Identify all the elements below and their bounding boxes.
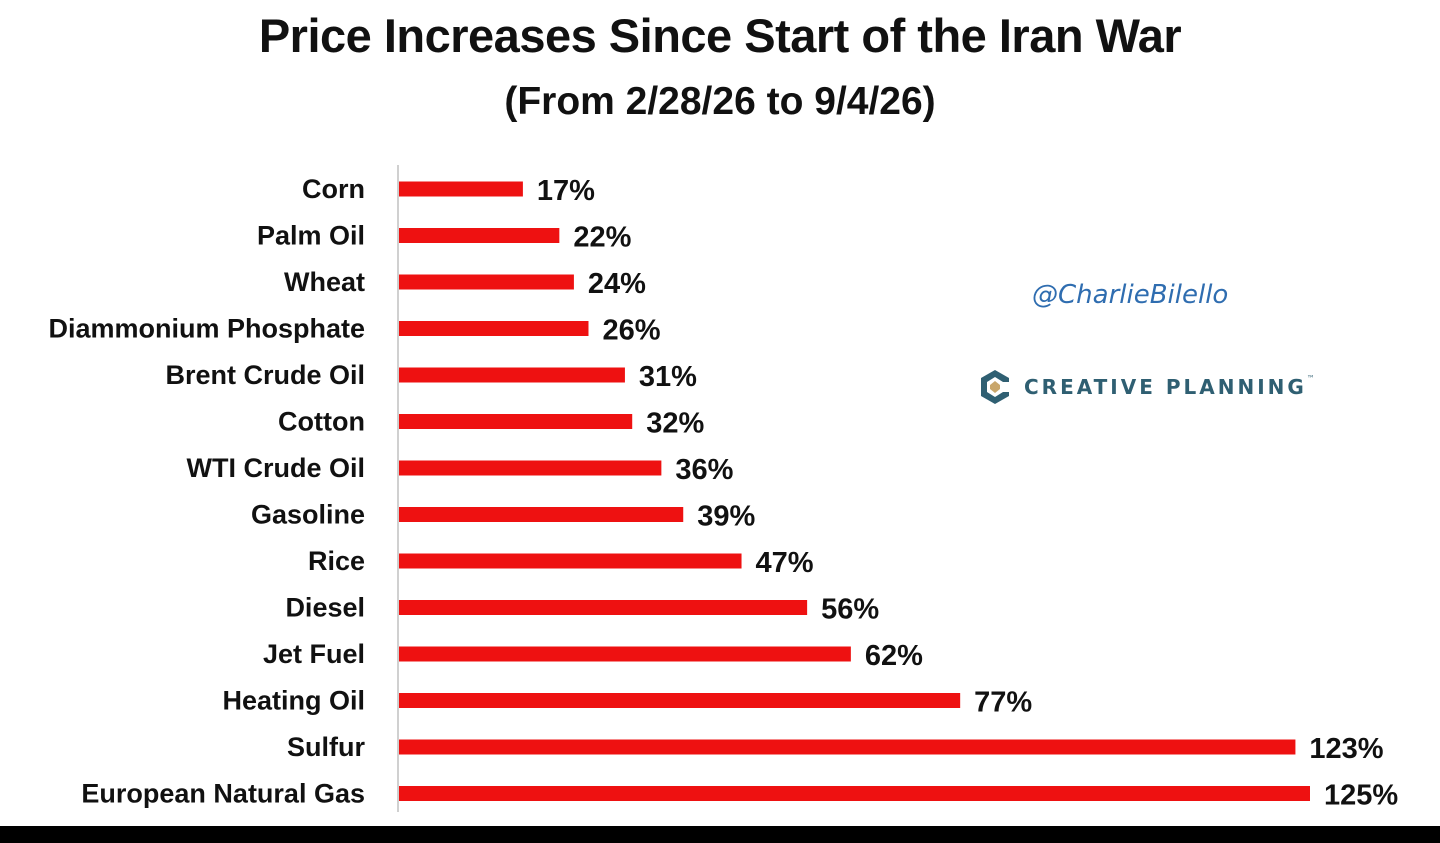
bar (399, 507, 684, 522)
bar (399, 646, 851, 662)
data-label: 125% (1324, 780, 1398, 812)
bar (399, 460, 662, 476)
bar (399, 274, 574, 290)
category-label: Diesel (285, 593, 365, 623)
bar (399, 228, 560, 243)
data-label: 77% (974, 687, 1032, 719)
data-label: 56% (821, 594, 879, 626)
bar (399, 181, 523, 197)
bar-chart: Corn 17% Palm Oil 22% Wheat 24% Diammonium Pho… (48, 165, 1398, 812)
category-label: Gasoline (251, 500, 365, 530)
category-label: Rice (308, 546, 365, 576)
brand-name: CREATIVE PLANNING (1024, 375, 1307, 399)
author-handle: @CharlieBilello (1032, 280, 1229, 310)
category-label: Diammonium Phosphate (48, 314, 365, 344)
data-label: 22% (573, 222, 631, 254)
bar (399, 693, 961, 708)
data-label: 31% (639, 361, 697, 393)
data-label: 24% (588, 268, 646, 300)
bar (399, 553, 742, 569)
bar (399, 414, 633, 429)
category-label: Brent Crude Oil (165, 360, 365, 390)
bar (399, 600, 808, 615)
creative-planning-logo-icon (981, 370, 1009, 404)
category-label: WTI Crude Oil (187, 453, 366, 483)
bar (399, 367, 625, 383)
data-label: 123% (1309, 733, 1383, 765)
bar (399, 321, 589, 336)
category-label: Heating Oil (222, 686, 365, 716)
brand-watermark: CREATIVE PLANNING ™ (978, 368, 1315, 406)
bar (399, 739, 1296, 755)
category-label: Jet Fuel (263, 639, 365, 669)
data-label: 47% (756, 547, 814, 579)
category-label: European Natural Gas (81, 779, 365, 809)
category-label: Wheat (284, 267, 365, 297)
data-label: 26% (602, 315, 660, 347)
data-label: 17% (537, 175, 595, 207)
chart-title: Price Increases Since Start of the Iran … (258, 9, 1182, 62)
category-label: Sulfur (287, 732, 365, 762)
category-label: Cotton (278, 407, 365, 437)
data-label: 32% (646, 408, 704, 440)
category-label: Corn (302, 174, 365, 204)
chart-subtitle: (From 2/28/26 to 9/4/26) (504, 80, 936, 123)
category-label: Palm Oil (257, 221, 365, 251)
data-label: 36% (675, 454, 733, 486)
data-label: 62% (865, 640, 923, 672)
bar (399, 786, 1310, 801)
data-label: 39% (697, 501, 755, 533)
chart-frame: Price Increases Since Start of the Iran … (0, 0, 1440, 826)
brand-trademark: ™ (1306, 374, 1315, 383)
